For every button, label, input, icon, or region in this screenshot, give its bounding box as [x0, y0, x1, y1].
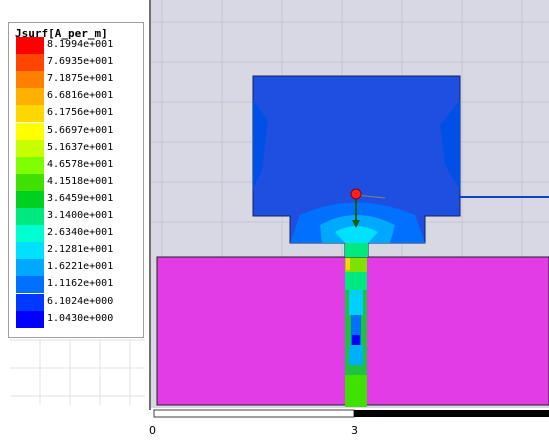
legend-value: 7.1875e+001 [47, 73, 114, 85]
legend-value: 6.1024e+000 [47, 295, 114, 307]
legend-title: Jsurf[A_per_m] [15, 27, 108, 40]
legend-value: 1.0430e+000 [47, 312, 114, 324]
background-grid-left [10, 339, 145, 405]
legend-value: 1.6221e+001 [47, 261, 114, 273]
legend-swatch [16, 71, 44, 89]
legend-swatch [16, 156, 44, 174]
legend-value: 8.1994e+001 [47, 39, 114, 50]
legend-swatch [16, 276, 44, 294]
legend-value: 5.1637e+001 [47, 141, 114, 153]
scale-ruler-white [153, 409, 355, 418]
legend-swatch [16, 208, 44, 225]
legend-value: 2.1281e+001 [47, 244, 114, 256]
legend-swatch [16, 242, 44, 260]
legend-value: 6.6816e+001 [47, 90, 114, 102]
legend-value: 1.1162e+001 [47, 278, 114, 290]
legend-swatch [16, 310, 44, 328]
legend-swatch [16, 293, 44, 311]
legend-swatch [16, 105, 44, 123]
legend-swatch [16, 225, 44, 243]
legend-swatch [16, 190, 44, 208]
legend-swatch [16, 37, 44, 54]
legend-value: 7.6935e+001 [47, 56, 114, 68]
legend-value: 3.1400e+001 [47, 210, 114, 221]
legend-value: 3.6459e+001 [47, 192, 114, 204]
legend-value: 6.1756e+001 [47, 107, 114, 119]
legend-swatch [16, 173, 44, 191]
ruler-tick-0: 0 [149, 424, 156, 437]
legend-value: 5.6697e+001 [47, 124, 114, 136]
legend-swatch [16, 139, 44, 157]
legend-value: 4.1518e+001 [47, 175, 114, 187]
legend-value: 4.6578e+001 [47, 158, 114, 170]
legend-value: 2.6340e+001 [47, 227, 114, 239]
color-legend[interactable]: Jsurf[A_per_m] 8.1994e+001 7.6935e+001 7.1… [8, 22, 144, 338]
scale-ruler-black [354, 410, 549, 417]
legend-swatch [16, 54, 44, 72]
legend-swatch [16, 88, 44, 106]
ruler-tick-3: 3 [351, 424, 358, 437]
origin-marker-icon [350, 188, 362, 200]
legend-swatch [16, 122, 44, 140]
legend-swatch [16, 259, 44, 277]
